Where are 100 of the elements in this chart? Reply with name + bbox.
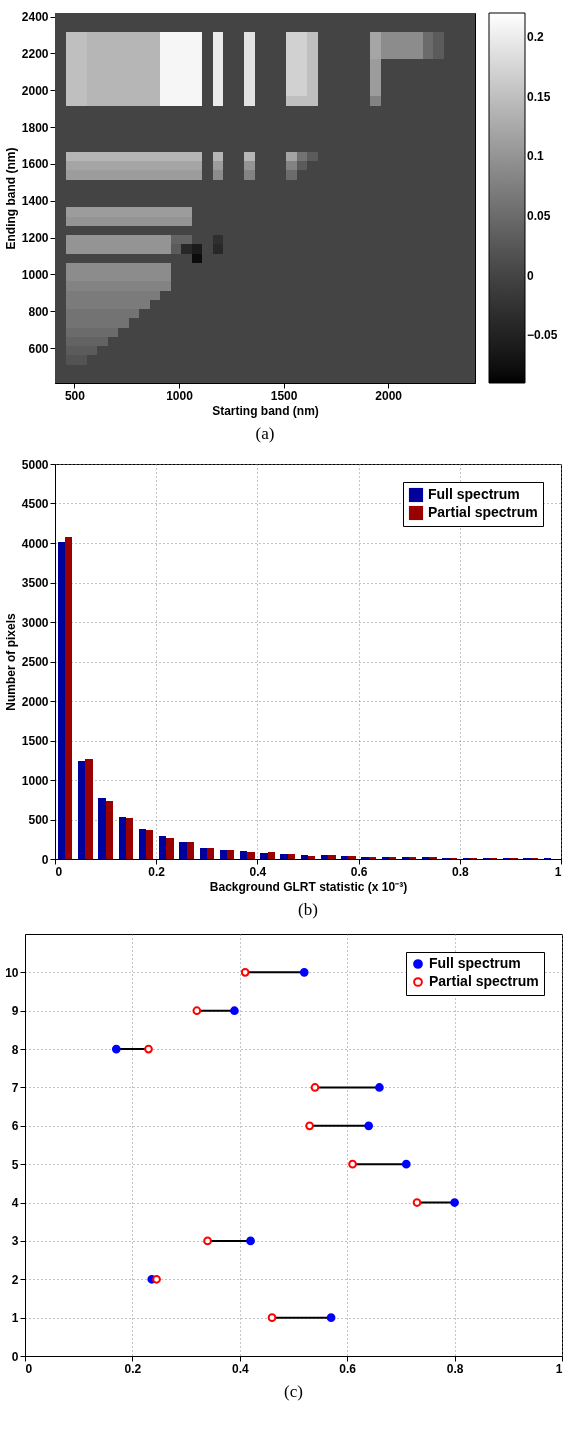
- y-tick-label: 800: [28, 304, 49, 319]
- point: [412, 1198, 422, 1207]
- x-axis-title: Background GLRT statistic (x 10⁻³): [209, 879, 408, 894]
- point: [246, 1236, 255, 1246]
- x-tick-label: 1: [554, 864, 562, 879]
- x-tick-label: 1500: [270, 388, 298, 403]
- point: [299, 968, 309, 977]
- color-bar-label: 0.05: [527, 208, 551, 223]
- y-tick-label: 3500: [21, 576, 49, 590]
- y-tick-label: 500: [28, 813, 49, 827]
- y-tick-label: 2500: [21, 655, 49, 669]
- bar: [227, 850, 235, 859]
- bar: [300, 855, 308, 859]
- bar: [78, 760, 86, 859]
- bar: [179, 842, 187, 859]
- point: [401, 1159, 411, 1169]
- x-tick-label: 0.4: [249, 864, 267, 879]
- y-tick-label: 2000: [21, 83, 49, 98]
- bar: [287, 854, 296, 859]
- point: [326, 1313, 336, 1322]
- x-tick-label: 2000: [375, 388, 403, 403]
- text: (c): [284, 1382, 303, 1401]
- bar: [308, 855, 316, 859]
- bar: [219, 850, 228, 859]
- bar: [280, 854, 288, 859]
- color-bar-label: 0.15: [527, 89, 551, 104]
- point: [192, 1006, 202, 1016]
- x-tick-label: 0.8: [451, 864, 469, 879]
- y-tick-label: 4500: [21, 497, 49, 511]
- y-tick-label: 0: [11, 1349, 19, 1364]
- x-axis-title: Starting band (nm): [212, 403, 319, 418]
- legend-label: Partial spectrum: [429, 973, 539, 989]
- y-tick-label: 4000: [21, 536, 49, 551]
- y-tick-label: 2200: [21, 47, 49, 61]
- y-axis-title: Ending band (nm): [3, 147, 18, 250]
- y-tick-label: 8: [11, 1042, 19, 1057]
- point: [144, 1044, 153, 1054]
- y-tick-label: 3: [11, 1234, 19, 1249]
- y-tick-label: 2000: [21, 694, 49, 709]
- bar: [118, 817, 126, 859]
- y-tick-label: 1000: [21, 267, 49, 282]
- bar: [206, 847, 215, 859]
- point: [348, 1159, 357, 1169]
- point: [240, 968, 250, 977]
- x-tick-label: 0.6: [350, 864, 368, 879]
- bar: [361, 856, 369, 859]
- y-tick-label: 9: [11, 1004, 19, 1019]
- point: [267, 1313, 277, 1322]
- point: [111, 1044, 121, 1054]
- bar: [260, 852, 268, 859]
- bar: [146, 830, 154, 859]
- point: [364, 1121, 374, 1131]
- y-tick-label: 1400: [21, 194, 49, 209]
- text: (b): [298, 900, 318, 919]
- bar: [98, 798, 106, 859]
- x-tick-label: 0.2: [148, 864, 166, 879]
- y-tick-label: 1600: [21, 157, 49, 172]
- color-bar-label: 0: [527, 268, 534, 283]
- x-tick-label: 0: [55, 864, 63, 879]
- bar: [105, 800, 113, 859]
- color-bar-label: 0.2: [527, 29, 545, 44]
- y-tick-label: 6: [11, 1119, 19, 1134]
- bar: [341, 855, 349, 859]
- bar: [65, 536, 73, 859]
- point: [152, 1274, 161, 1284]
- legend-label: Full spectrum: [429, 955, 521, 971]
- point: [203, 1236, 212, 1246]
- y-tick-label: 5: [11, 1157, 19, 1172]
- bar: [267, 852, 275, 859]
- y-tick-label: 1800: [21, 120, 49, 135]
- x-tick-label: 0.6: [339, 1361, 357, 1376]
- bar: [57, 542, 66, 859]
- bar: [85, 759, 93, 859]
- y-tick-label: 10: [5, 965, 19, 980]
- y-tick-label: 1: [11, 1311, 19, 1326]
- color-bar-label: −0.05: [527, 328, 558, 343]
- point: [310, 1083, 320, 1092]
- y-tick-label: 1000: [21, 773, 49, 788]
- y-tick-label: 0: [41, 852, 49, 867]
- y-tick-label: 3000: [21, 615, 49, 630]
- text: (a): [255, 424, 275, 443]
- bar: [247, 852, 255, 859]
- bar: [166, 837, 174, 859]
- y-axis-title: Number of pixels: [3, 613, 18, 711]
- point: [305, 1121, 314, 1131]
- y-tick-label: 1500: [21, 734, 49, 748]
- bar: [348, 856, 356, 859]
- x-tick-label: 0.8: [446, 1361, 464, 1376]
- y-tick-label: 2: [11, 1272, 19, 1287]
- x-tick-label: 500: [64, 388, 86, 403]
- bar: [328, 854, 336, 859]
- x-tick-label: 0.4: [231, 1361, 249, 1376]
- bar: [125, 818, 134, 859]
- legend-label: Partial spectrum: [428, 504, 538, 520]
- bar: [159, 836, 167, 859]
- point: [450, 1198, 459, 1207]
- x-tick-label: 0.2: [124, 1361, 142, 1376]
- point: [375, 1083, 384, 1092]
- bar: [239, 851, 248, 859]
- point: [230, 1006, 239, 1016]
